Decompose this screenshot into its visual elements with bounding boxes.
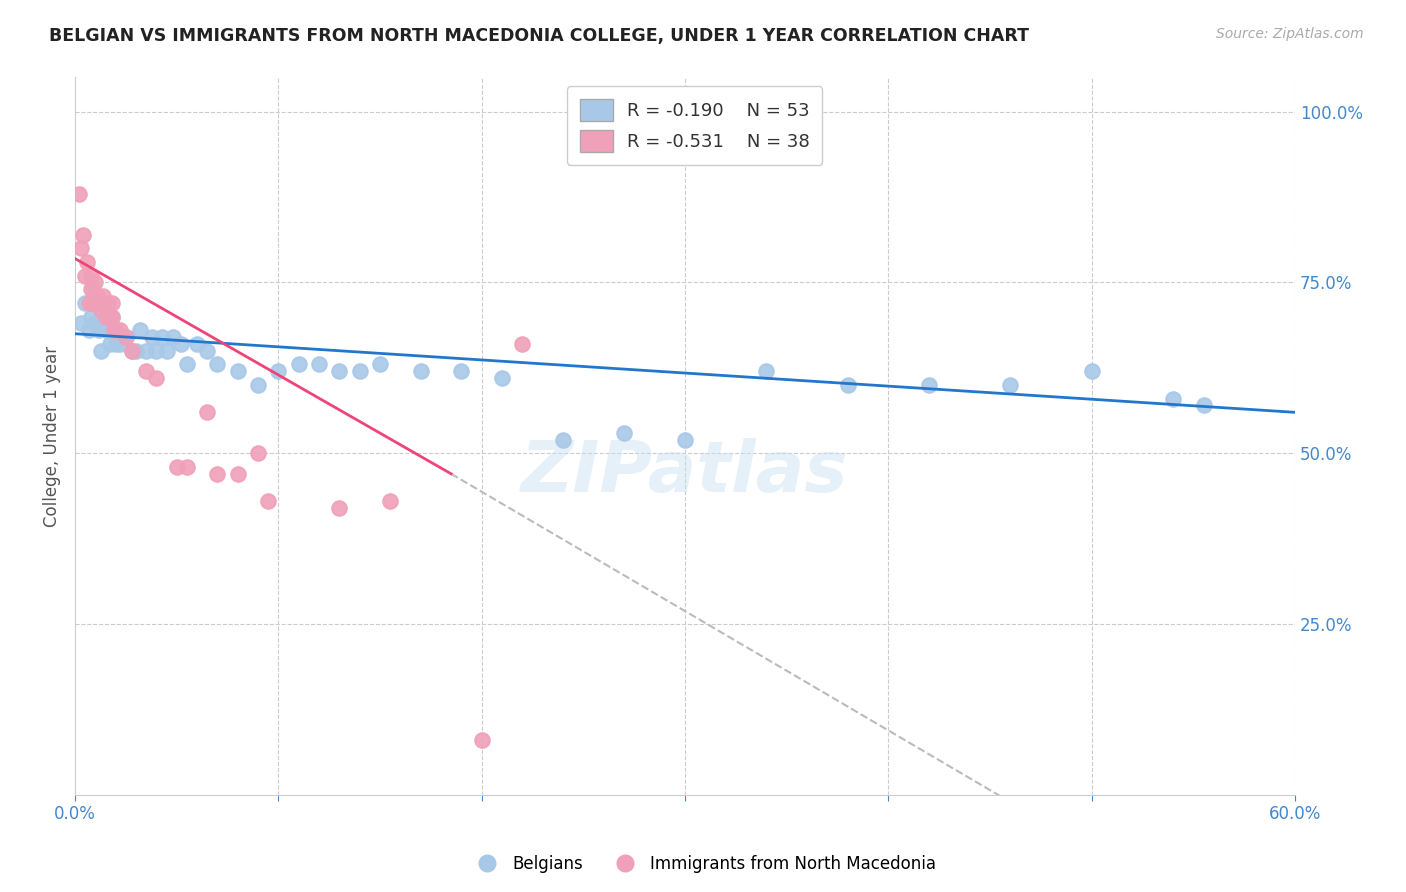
Point [84, 317, 107, 331]
Point [207, 358, 229, 372]
Point [247, 378, 270, 392]
Point [380, 494, 402, 508]
Point [308, 358, 330, 372]
Point [70, 241, 93, 255]
Point [257, 494, 280, 508]
Point [96, 296, 118, 310]
Point [226, 364, 249, 378]
Point [70, 317, 93, 331]
Point [104, 337, 127, 351]
Point [100, 310, 122, 324]
Point [1000, 378, 1022, 392]
Point [86, 296, 108, 310]
Point [145, 371, 167, 385]
Point [108, 337, 131, 351]
Point [267, 364, 290, 378]
Point [108, 323, 131, 337]
Point [176, 460, 198, 475]
Point [349, 364, 371, 378]
Text: Source: ZipAtlas.com: Source: ZipAtlas.com [1216, 27, 1364, 41]
Point [103, 323, 125, 337]
Point [755, 364, 778, 378]
Point [1161, 392, 1184, 406]
Point [195, 343, 218, 358]
Point [195, 405, 218, 419]
Point [491, 371, 513, 385]
Point [86, 289, 108, 303]
Point [170, 337, 193, 351]
Point [918, 378, 941, 392]
Point [512, 337, 534, 351]
Point [135, 364, 157, 378]
Point [673, 433, 696, 447]
Point [89, 296, 111, 310]
Point [84, 276, 107, 290]
Point [613, 425, 636, 440]
Point [72, 227, 94, 242]
Point [166, 460, 188, 475]
Point [837, 378, 859, 392]
Point [82, 296, 104, 310]
Point [77, 296, 100, 310]
Point [121, 343, 143, 358]
Point [551, 433, 574, 447]
Point [77, 323, 100, 337]
Legend: Belgians, Immigrants from North Macedonia: Belgians, Immigrants from North Macedoni… [464, 848, 942, 880]
Point [471, 733, 494, 747]
Point [100, 296, 122, 310]
Point [93, 289, 115, 303]
Point [162, 330, 184, 344]
Point [82, 282, 104, 296]
Point [103, 323, 125, 337]
Point [90, 302, 112, 317]
Text: ZIPatlas: ZIPatlas [522, 438, 849, 507]
Point [226, 467, 249, 481]
Point [207, 467, 229, 481]
Y-axis label: College, Under 1 year: College, Under 1 year [44, 346, 60, 527]
Point [96, 310, 118, 324]
Point [328, 364, 350, 378]
Point [67, 186, 90, 201]
Point [94, 310, 117, 324]
Text: BELGIAN VS IMMIGRANTS FROM NORTH MACEDONIA COLLEGE, UNDER 1 YEAR CORRELATION CHA: BELGIAN VS IMMIGRANTS FROM NORTH MACEDON… [49, 27, 1029, 45]
Point [104, 323, 127, 337]
Point [141, 330, 163, 344]
Point [368, 358, 391, 372]
Point [115, 330, 138, 344]
Legend: R = -0.190    N = 53, R = -0.531    N = 38: R = -0.190 N = 53, R = -0.531 N = 38 [568, 87, 823, 165]
Point [247, 446, 270, 460]
Point [100, 310, 122, 324]
Point [75, 268, 97, 283]
Point [125, 343, 148, 358]
Point [84, 296, 107, 310]
Point [89, 323, 111, 337]
Point [1080, 364, 1102, 378]
Point [186, 337, 208, 351]
Point [80, 268, 103, 283]
Point [129, 323, 152, 337]
Point [121, 343, 143, 358]
Point [80, 310, 103, 324]
Point [75, 296, 97, 310]
Point [152, 330, 174, 344]
Point [94, 323, 117, 337]
Point [176, 358, 198, 372]
Point [287, 358, 309, 372]
Point [115, 330, 138, 344]
Point [93, 296, 115, 310]
Point [155, 343, 177, 358]
Point [450, 364, 472, 378]
Point [1192, 399, 1215, 413]
Point [98, 337, 121, 351]
Point [80, 282, 103, 296]
Point [328, 501, 350, 516]
Point [145, 343, 167, 358]
Point [135, 343, 157, 358]
Point [409, 364, 432, 378]
Point [98, 310, 121, 324]
Point [90, 343, 112, 358]
Point [76, 255, 98, 269]
